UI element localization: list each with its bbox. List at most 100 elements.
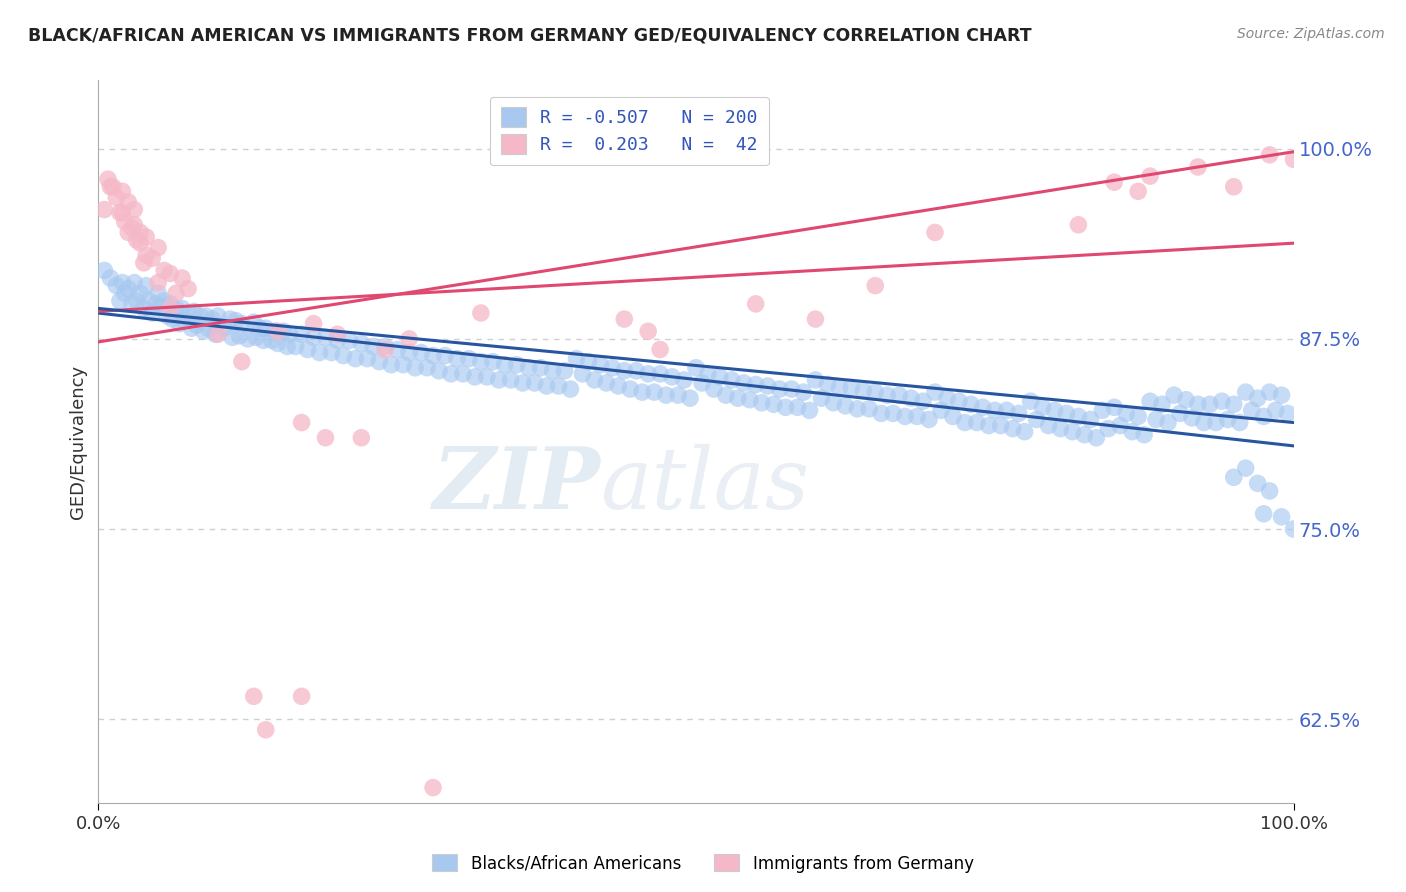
Point [108, 205, 131, 219]
Point [721, 373, 744, 387]
Point [673, 373, 696, 387]
Point [517, 360, 540, 375]
Point [613, 364, 636, 378]
Point [172, 301, 194, 316]
Point [648, 343, 672, 357]
Point [385, 343, 409, 357]
Point [1168, 406, 1191, 420]
Point [212, 321, 235, 335]
Point [183, 304, 205, 318]
Point [1282, 522, 1305, 536]
Point [990, 418, 1012, 433]
Point [966, 416, 988, 430]
Point [679, 391, 702, 405]
Point [315, 330, 337, 344]
Point [339, 334, 361, 348]
Point [416, 360, 439, 375]
Point [727, 391, 749, 405]
Point [685, 360, 707, 375]
Point [905, 409, 928, 424]
Point [1192, 416, 1215, 430]
Point [984, 403, 1007, 417]
Point [1067, 218, 1090, 232]
Point [1282, 153, 1305, 167]
Point [1115, 406, 1137, 420]
Point [751, 396, 773, 410]
Point [153, 263, 176, 277]
Point [404, 360, 426, 375]
Point [129, 226, 152, 240]
Point [607, 379, 630, 393]
Point [148, 241, 170, 255]
Point [619, 382, 641, 396]
Point [245, 330, 267, 344]
Point [1223, 397, 1246, 411]
Point [124, 276, 146, 290]
Point [972, 401, 994, 415]
Point [745, 377, 768, 392]
Point [1223, 179, 1246, 194]
Point [363, 339, 385, 353]
Point [1104, 175, 1126, 189]
Point [231, 317, 253, 331]
Point [221, 330, 243, 344]
Point [121, 297, 143, 311]
Point [1247, 476, 1270, 491]
Point [506, 358, 529, 372]
Point [541, 364, 564, 378]
Point [804, 312, 827, 326]
Point [105, 278, 128, 293]
Point [602, 360, 624, 375]
Point [1253, 409, 1275, 424]
Point [180, 321, 202, 335]
Point [159, 301, 181, 316]
Point [613, 312, 636, 326]
Point [1258, 148, 1281, 162]
Point [1104, 401, 1126, 415]
Point [207, 309, 229, 323]
Point [823, 396, 845, 410]
Point [858, 401, 880, 416]
Point [177, 282, 200, 296]
Point [254, 321, 277, 335]
Point [145, 297, 167, 311]
Point [924, 226, 946, 240]
Point [1133, 427, 1156, 442]
Point [422, 349, 444, 363]
Point [1234, 461, 1257, 475]
Point [302, 317, 325, 331]
Point [1043, 403, 1066, 417]
Point [841, 380, 863, 394]
Point [398, 332, 420, 346]
Legend: R = -0.507   N = 200, R =  0.203   N =  42: R = -0.507 N = 200, R = 0.203 N = 42 [489, 96, 769, 165]
Point [368, 354, 391, 368]
Point [1258, 483, 1281, 498]
Point [117, 282, 139, 296]
Point [1139, 394, 1161, 409]
Point [470, 306, 492, 320]
Point [427, 364, 450, 378]
Point [578, 354, 600, 368]
Point [125, 293, 148, 308]
Point [1199, 397, 1222, 411]
Legend: Blacks/African Americans, Immigrants from Germany: Blacks/African Americans, Immigrants fro… [426, 847, 980, 880]
Text: ZIP: ZIP [433, 443, 600, 526]
Point [1128, 409, 1150, 424]
Point [135, 278, 157, 293]
Point [197, 321, 219, 335]
Point [162, 312, 184, 326]
Point [252, 334, 274, 348]
Point [1128, 184, 1150, 198]
Point [780, 382, 803, 396]
Point [132, 301, 155, 316]
Point [121, 220, 143, 235]
Point [846, 401, 869, 416]
Point [1175, 392, 1198, 407]
Point [1008, 406, 1031, 420]
Point [583, 373, 606, 387]
Point [637, 367, 659, 381]
Point [1247, 391, 1270, 405]
Point [918, 412, 941, 426]
Point [523, 376, 546, 390]
Point [870, 406, 893, 420]
